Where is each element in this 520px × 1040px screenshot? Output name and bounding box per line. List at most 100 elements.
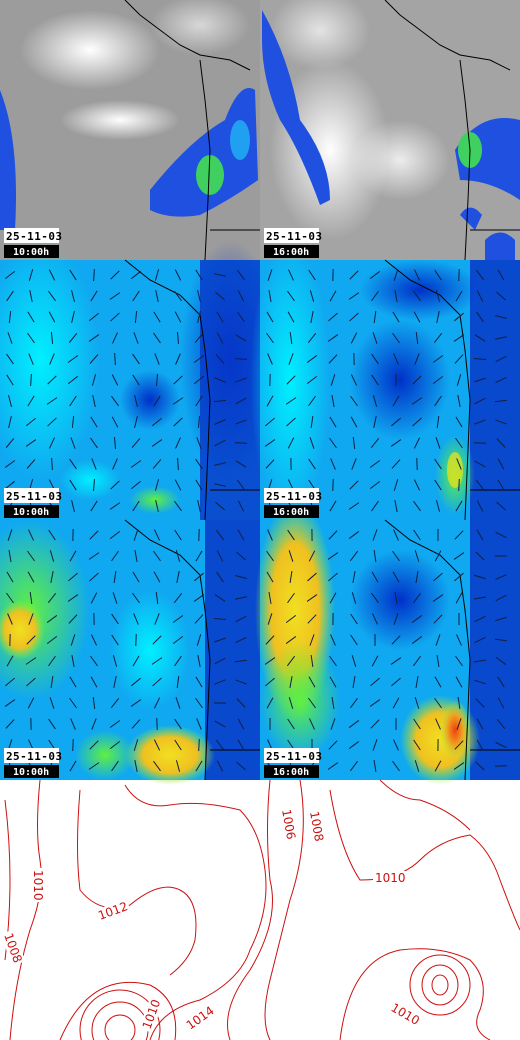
- wind-arrow: [29, 290, 33, 302]
- wind-arrow: [90, 676, 98, 688]
- wind-arrow: [475, 698, 485, 708]
- wind-arrow: [369, 460, 381, 468]
- wind-arrow: [134, 416, 138, 428]
- wind-arrow: [90, 655, 98, 667]
- wind-arrow: [329, 290, 337, 302]
- wind-arrow: [155, 290, 159, 302]
- wind-arrow: [27, 697, 35, 709]
- wind-arrow: [371, 374, 379, 386]
- wind-arrow: [26, 677, 36, 687]
- wind-arrow: [197, 655, 201, 667]
- satellite-panel: [260, 0, 520, 260]
- wind-arrow: [497, 697, 505, 709]
- wind-arrow: [216, 571, 224, 583]
- wind-arrow: [216, 550, 224, 562]
- wind-arrow: [328, 572, 338, 582]
- wind-arrow: [455, 655, 463, 667]
- wind-arrow: [4, 460, 16, 468]
- contour-label: 1008: [307, 810, 326, 843]
- wind-arrow: [174, 269, 182, 281]
- wind-arrow: [352, 436, 356, 450]
- wind-arrow: [497, 269, 505, 281]
- contour-label-bg: [306, 808, 327, 845]
- wind-arrow: [134, 550, 138, 562]
- wind-arrow: [237, 269, 245, 281]
- wind-arrow: [330, 718, 336, 730]
- contour-label-bg: [138, 996, 164, 1033]
- wind-arrow: [236, 698, 246, 708]
- wind-arrow: [71, 655, 75, 667]
- wind-arrow: [174, 311, 182, 323]
- wind-arrow: [413, 479, 421, 491]
- wind-arrow: [474, 419, 486, 425]
- wind-arrow: [237, 529, 245, 541]
- wind-arrow: [327, 762, 339, 770]
- wind-arrow: [433, 572, 443, 582]
- wind-arrow: [71, 311, 75, 323]
- wind-arrow: [156, 373, 158, 387]
- wind-arrow: [235, 334, 247, 342]
- wind-arrow: [289, 331, 293, 345]
- wind-arrow: [130, 460, 142, 468]
- wind-arrow: [67, 594, 79, 602]
- wind-arrow: [413, 500, 421, 512]
- wind-arrow: [393, 739, 399, 751]
- wind-arrow: [113, 436, 117, 450]
- contour-label: 1006: [279, 808, 298, 841]
- wind-arrow: [216, 311, 224, 323]
- date-label: 25-11-03: [6, 490, 62, 503]
- wind-arrow: [27, 311, 35, 323]
- wind-arrow: [411, 397, 423, 405]
- wind-arrow: [266, 395, 274, 407]
- wind-arrow: [455, 290, 463, 302]
- wind-arrow: [174, 739, 182, 751]
- wind-arrow: [391, 417, 401, 427]
- wind-arrow: [48, 655, 56, 667]
- wind-arrow: [237, 479, 245, 491]
- wind-arrow: [496, 291, 506, 301]
- wind-arrow: [237, 311, 245, 323]
- wind-arrow: [308, 269, 316, 281]
- wind-arrow: [93, 268, 95, 282]
- wind-panel: [0, 240, 280, 520]
- wind-arrow: [495, 657, 507, 665]
- wind-arrow: [237, 718, 245, 730]
- wind-arrow: [392, 697, 400, 709]
- wind-arrow: [411, 615, 423, 623]
- wind-arrow: [153, 739, 161, 751]
- wind-arrow: [432, 355, 444, 363]
- wind-arrow: [133, 529, 139, 541]
- wind-arrow: [197, 311, 201, 323]
- wind-arrow: [130, 699, 142, 707]
- wind-arrow: [69, 395, 77, 407]
- wind-arrow: [330, 634, 336, 646]
- wind-arrow: [393, 613, 399, 625]
- wind-arrow: [110, 312, 120, 322]
- wind-arrow: [413, 269, 421, 281]
- date-label: 25-11-03: [266, 490, 322, 503]
- wind-arrow: [497, 479, 505, 491]
- wind-arrow: [111, 395, 119, 407]
- wind-arrow: [434, 760, 442, 772]
- wind-arrow: [214, 483, 226, 487]
- wind-arrow: [193, 594, 205, 602]
- wind-arrow: [175, 550, 181, 562]
- coastlines: [124, 0, 520, 781]
- wind-arrow: [48, 718, 56, 730]
- wind-arrow: [4, 270, 16, 280]
- wind-arrow: [434, 676, 442, 688]
- wind-arrow: [89, 354, 99, 364]
- wind-arrow: [371, 592, 379, 604]
- wind-arrow: [26, 459, 36, 469]
- wind-arrow: [131, 438, 141, 448]
- contour-label-bg: [94, 898, 132, 924]
- wind-arrow: [109, 720, 121, 728]
- wind-arrow: [175, 760, 181, 772]
- wind-arrow: [174, 655, 182, 667]
- wind-arrow: [454, 312, 464, 322]
- wind-arrow: [308, 550, 316, 562]
- wind-arrow: [132, 290, 140, 302]
- wind-arrow: [6, 571, 14, 583]
- wind-arrow: [475, 761, 485, 771]
- wind-arrow: [70, 437, 76, 449]
